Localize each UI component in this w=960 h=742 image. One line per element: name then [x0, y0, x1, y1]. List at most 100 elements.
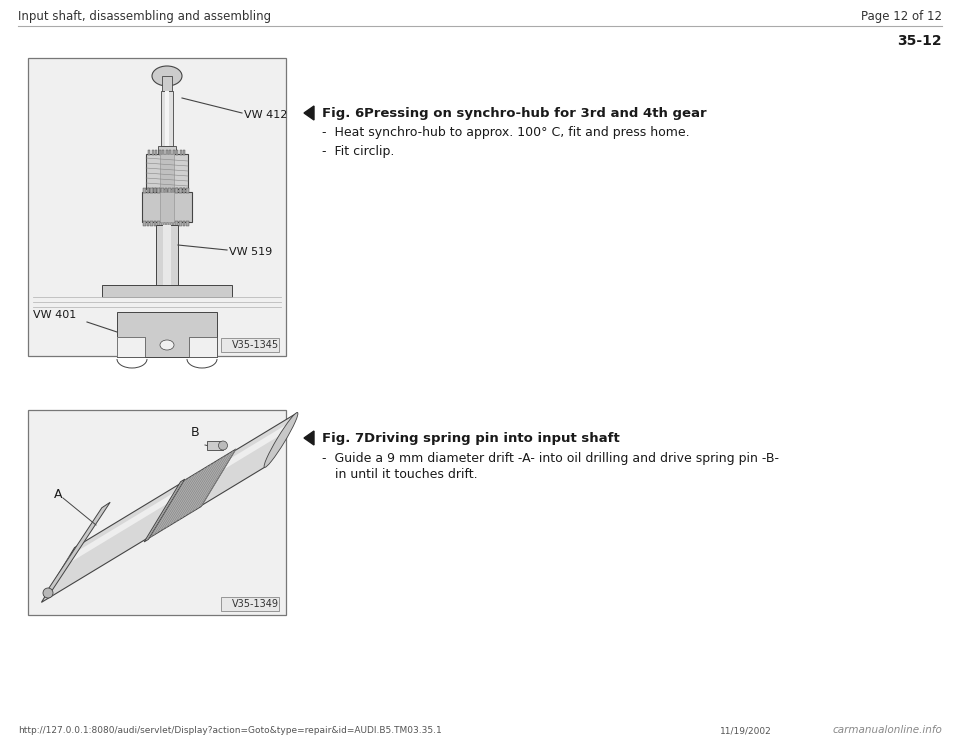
Bar [173, 150, 175, 155]
Text: Fig. 6: Fig. 6 [322, 107, 364, 120]
Bar [117, 337, 145, 357]
Bar [154, 188, 156, 193]
Ellipse shape [264, 413, 298, 467]
Bar [155, 150, 157, 155]
Bar [189, 337, 217, 357]
Bar [157, 221, 160, 226]
Bar [176, 150, 178, 155]
Text: VW 401: VW 401 [33, 310, 76, 320]
Bar [173, 188, 175, 193]
Bar [158, 150, 160, 155]
Ellipse shape [219, 441, 228, 450]
Bar [179, 188, 181, 193]
Text: -  Guide a 9 mm diameter drift -A- into oil drilling and drive spring pin -B-: - Guide a 9 mm diameter drift -A- into o… [322, 452, 779, 465]
Polygon shape [144, 479, 185, 542]
Bar [143, 188, 146, 193]
Text: V35-1349: V35-1349 [232, 599, 279, 609]
Text: Pressing on synchro-hub for 3rd and 4th gear: Pressing on synchro-hub for 3rd and 4th … [364, 107, 707, 120]
Text: VW 519: VW 519 [229, 247, 273, 257]
Bar [146, 154, 188, 189]
Bar [169, 188, 171, 193]
Text: 11/19/2002: 11/19/2002 [720, 726, 772, 735]
Bar [156, 225, 178, 285]
Bar [176, 188, 178, 193]
Text: http://127.0.0.1:8080/audi/servlet/Display?action=Goto&type=repair&id=AUDI.B5.TM: http://127.0.0.1:8080/audi/servlet/Displ… [18, 726, 442, 735]
Bar [182, 221, 185, 226]
Text: V35-1345: V35-1345 [232, 340, 279, 350]
Bar [150, 188, 153, 193]
Bar [148, 188, 150, 193]
Bar [182, 188, 185, 193]
Bar [161, 91, 173, 146]
Bar [117, 312, 217, 357]
Bar [163, 225, 171, 285]
Bar [172, 188, 175, 193]
Text: A: A [54, 488, 62, 502]
Text: Input shaft, disassembling and assembling: Input shaft, disassembling and assemblin… [18, 10, 271, 23]
Bar [152, 188, 154, 193]
Polygon shape [304, 431, 314, 445]
Bar [160, 192, 174, 222]
Text: carmanualonline.info: carmanualonline.info [832, 725, 942, 735]
Bar [172, 221, 175, 226]
Bar [154, 221, 156, 226]
Bar [152, 150, 154, 155]
Ellipse shape [160, 340, 174, 350]
Bar [28, 58, 286, 356]
Bar [158, 188, 160, 193]
Bar [161, 188, 163, 193]
Bar [142, 192, 192, 222]
Bar [150, 221, 153, 226]
Bar [169, 150, 171, 155]
Bar [102, 285, 232, 297]
Bar [186, 188, 189, 193]
Bar [168, 221, 171, 226]
Bar [147, 221, 149, 226]
Bar [165, 91, 169, 146]
Text: -  Heat synchro-hub to approx. 100° C, fit and press home.: - Heat synchro-hub to approx. 100° C, fi… [322, 126, 689, 139]
Polygon shape [148, 449, 236, 539]
Bar [158, 146, 176, 154]
Bar [168, 188, 171, 193]
Bar [176, 221, 178, 226]
Bar [162, 150, 164, 155]
Bar [162, 188, 164, 193]
Text: Fig. 7: Fig. 7 [322, 432, 364, 445]
Bar [207, 441, 223, 450]
Bar [165, 150, 167, 155]
Polygon shape [44, 502, 110, 596]
Bar [164, 221, 167, 226]
Bar [143, 221, 146, 226]
Bar [148, 150, 150, 155]
Bar [176, 188, 178, 193]
Text: -  Fit circlip.: - Fit circlip. [322, 145, 395, 158]
Bar [161, 221, 163, 226]
Bar [164, 188, 167, 193]
Text: B: B [191, 426, 200, 439]
Bar [162, 76, 172, 91]
Bar [221, 338, 279, 352]
Polygon shape [41, 413, 298, 603]
Bar [28, 410, 286, 615]
Bar [160, 154, 174, 189]
Ellipse shape [152, 66, 182, 86]
Bar [186, 221, 189, 226]
Text: Page 12 of 12: Page 12 of 12 [861, 10, 942, 23]
Text: Driving spring pin into input shaft: Driving spring pin into input shaft [364, 432, 620, 445]
Bar [157, 188, 160, 193]
Bar [155, 188, 157, 193]
Bar [183, 150, 185, 155]
Ellipse shape [43, 588, 53, 598]
Bar [180, 150, 181, 155]
Text: 35-12: 35-12 [898, 34, 942, 48]
Bar [221, 597, 279, 611]
Polygon shape [304, 106, 314, 120]
Text: VW 412: VW 412 [244, 110, 287, 120]
Bar [180, 188, 181, 193]
Bar [183, 188, 185, 193]
Bar [117, 337, 145, 357]
Text: in until it touches drift.: in until it touches drift. [335, 468, 478, 481]
Bar [147, 188, 149, 193]
Bar [179, 221, 181, 226]
Polygon shape [63, 421, 293, 567]
